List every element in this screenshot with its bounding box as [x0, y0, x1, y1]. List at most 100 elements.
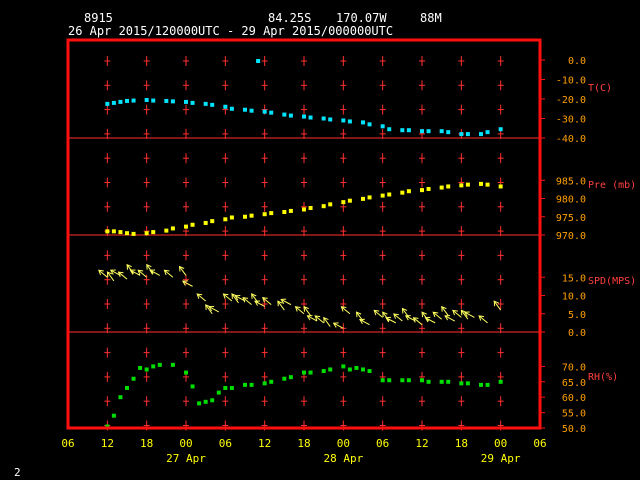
rh-point	[387, 378, 392, 383]
pres-point	[446, 184, 451, 189]
x-tick-label: 06	[533, 437, 546, 450]
rh-point	[400, 378, 405, 383]
plot-frame	[66, 38, 542, 430]
rh-point	[190, 384, 195, 389]
x-tick-label: 00	[179, 437, 192, 450]
rh-point	[118, 395, 123, 400]
pres-point	[288, 208, 293, 213]
rh-point	[262, 381, 267, 386]
wind-arrow-shaft	[110, 269, 121, 276]
x-date-label: 28 Apr	[323, 452, 363, 465]
temp-point	[262, 109, 267, 114]
rh-point	[446, 379, 451, 384]
wind-arrow-shaft	[405, 315, 416, 322]
wind-arrow-head	[444, 315, 451, 321]
wind-arrow-shaft	[149, 269, 161, 276]
temp-point	[111, 100, 116, 105]
wind-arrow-head	[294, 306, 301, 312]
station-elev: 88M	[420, 11, 442, 25]
rh-point	[216, 390, 221, 395]
wind-arrow-head	[137, 269, 144, 276]
pres-point	[439, 185, 444, 190]
temp-point	[420, 129, 424, 134]
rh-point	[367, 369, 372, 374]
x-tick-label: 12	[415, 437, 428, 450]
wind-arrow-shaft	[262, 297, 272, 306]
wind-arrow-shaft	[307, 315, 318, 322]
temp-point	[479, 132, 483, 137]
temp-point	[341, 118, 346, 123]
wind-tick-label: 5.0	[568, 310, 586, 321]
wind-arrow-shaft	[208, 306, 220, 313]
station-lon: 170.07W	[336, 11, 387, 25]
wind-arrow-shaft	[341, 306, 351, 315]
temp-point	[426, 129, 431, 134]
rh-point	[479, 382, 483, 387]
pres-point	[125, 231, 129, 236]
temp-point	[210, 102, 215, 107]
wind-arrow-head	[314, 315, 321, 321]
x-tick-label: 06	[61, 437, 74, 450]
temp-point	[229, 106, 234, 111]
wind-arrow-head	[424, 316, 431, 323]
wind-arrow-head	[401, 307, 408, 314]
wind-arrow-shaft	[196, 293, 206, 302]
wind-arrow-head	[412, 317, 419, 323]
rh-point	[210, 398, 215, 403]
wind-arrow-head	[262, 296, 268, 303]
wind-arrow-shaft	[323, 317, 331, 327]
x-tick-label: 18	[455, 437, 468, 450]
wind-arrow-head	[182, 280, 188, 286]
rh-panel-label: RH(%)	[588, 372, 618, 383]
wind-arrow-shaft	[280, 298, 292, 306]
rh-point	[380, 378, 385, 383]
temp-point	[380, 124, 385, 129]
wind-arrow-shaft	[295, 306, 305, 315]
wind-arrow-shaft	[359, 319, 370, 326]
rh-point	[131, 376, 136, 381]
wind-arrow-shaft	[231, 293, 239, 304]
wind-arrow-shaft	[393, 313, 403, 322]
rh-point	[321, 369, 326, 374]
rh-tick-label: 55.0	[562, 409, 586, 420]
wind-arrow-shaft	[314, 315, 324, 324]
wind-arrow-head	[280, 298, 287, 304]
wind-arrow-shaft	[205, 304, 213, 315]
temp-point	[361, 120, 365, 125]
rh-point	[144, 367, 149, 372]
pres-point	[321, 204, 326, 209]
rh-point	[105, 424, 110, 429]
temp-point	[144, 97, 149, 102]
x-date-label: 29 Apr	[481, 452, 521, 465]
temp-point	[118, 99, 123, 104]
wind-panel-label: SPD(MPS)	[588, 276, 636, 287]
x-date-label: 27 Apr	[166, 452, 206, 465]
pres-point	[229, 215, 234, 220]
pres-tick-label: 970.0	[556, 231, 586, 242]
pres-point	[243, 214, 247, 219]
rh-tick-label: 60.0	[562, 393, 586, 404]
wind-arrow-head	[222, 293, 229, 299]
rh-point	[341, 364, 346, 369]
wind-arrow-head	[109, 269, 116, 275]
temp-tick-label: 0.0	[568, 56, 586, 67]
rh-point	[308, 370, 313, 375]
pres-point	[262, 212, 267, 217]
wind-arrow-shaft	[130, 269, 141, 276]
wind-arrow-head	[421, 311, 427, 318]
rh-tick-label: 65.0	[562, 378, 586, 389]
wind-arrow-shaft	[464, 311, 475, 318]
wind-arrow-head	[106, 271, 113, 278]
wind-arrow-head	[129, 269, 136, 275]
pres-point	[170, 226, 175, 231]
rh-point	[269, 379, 274, 384]
wind-arrow-shaft	[179, 266, 187, 276]
pres-tick-label: 975.0	[556, 213, 586, 224]
pres-point	[111, 229, 116, 234]
rh-point	[229, 385, 234, 390]
temp-point	[400, 128, 405, 133]
rh-point	[361, 367, 365, 372]
wind-tick-label: 15.0	[562, 273, 586, 284]
wind-arrow-head	[463, 311, 470, 317]
pres-point	[223, 217, 228, 222]
